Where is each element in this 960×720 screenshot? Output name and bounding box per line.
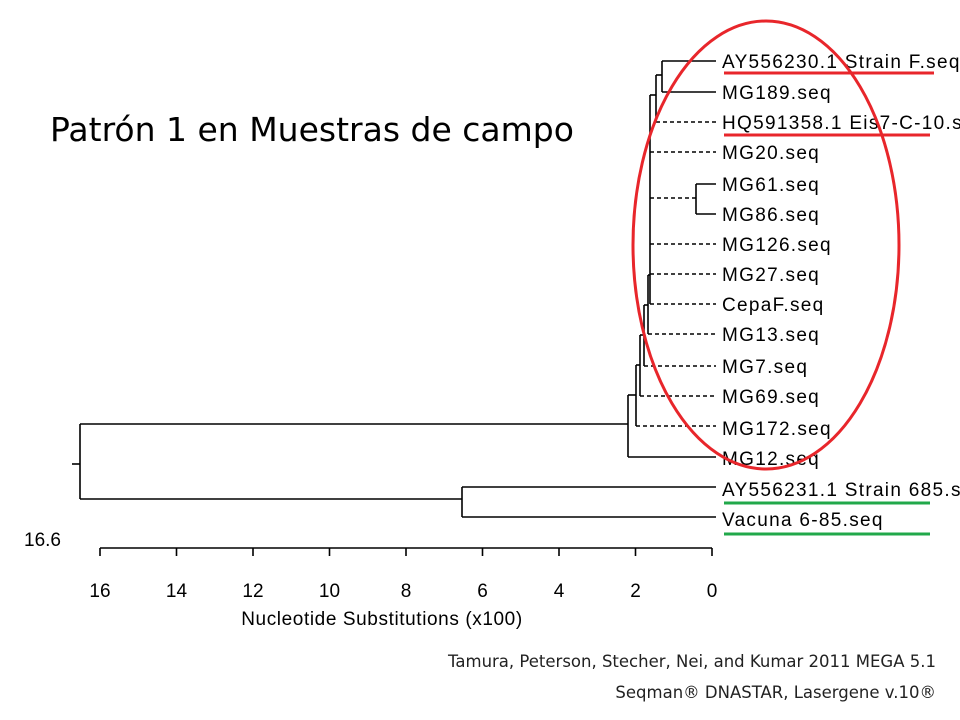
- leaf-label: MG27.seq: [722, 265, 820, 286]
- axis-tick-label: 10: [319, 581, 340, 602]
- citation-seqman: Seqman® DNASTAR, Lasergene v.10®: [615, 683, 936, 702]
- leaf-label: MG13.seq: [722, 325, 820, 346]
- leaf-label: AY556231.1 Strain 685.se: [722, 480, 960, 501]
- leaf-label: MG189.seq: [722, 83, 832, 104]
- axis-tick-label: 6: [477, 581, 488, 602]
- axis-tick-label: 14: [166, 581, 188, 602]
- leaf-label: MG172.seq: [722, 419, 832, 440]
- leaf-label: HQ591358.1 Eis7-C-10.s: [722, 113, 960, 134]
- leaf-label: MG126.seq: [722, 235, 832, 256]
- axis-title: Nucleotide Substitutions (x100): [241, 609, 523, 630]
- root-depth-label: 16.6: [24, 530, 61, 551]
- axis-tick-label: 8: [401, 581, 412, 602]
- axis-tick-label: 16: [89, 581, 110, 602]
- axis-tick-label: 0: [707, 581, 718, 602]
- leaf-label: AY556230.1 Strain F.seq: [722, 52, 960, 73]
- leaf-label: CepaF.seq: [722, 295, 825, 316]
- leaf-label: Vacuna 6-85.seq: [722, 510, 884, 531]
- axis-tick-label: 2: [630, 581, 641, 602]
- highlight-ellipse: [631, 19, 901, 471]
- leaf-label: MG7.seq: [722, 357, 808, 378]
- slide-title: Patrón 1 en Muestras de campo: [50, 110, 574, 149]
- leaf-label: MG86.seq: [722, 205, 820, 226]
- citation-software: Tamura, Peterson, Stecher, Nei, and Kuma…: [448, 652, 936, 671]
- leaf-label: MG69.seq: [722, 387, 820, 408]
- leaf-label: MG20.seq: [722, 143, 820, 164]
- axis-tick-label: 4: [554, 581, 565, 602]
- axis-tick-label: 12: [242, 581, 263, 602]
- leaf-label: MG61.seq: [722, 175, 820, 196]
